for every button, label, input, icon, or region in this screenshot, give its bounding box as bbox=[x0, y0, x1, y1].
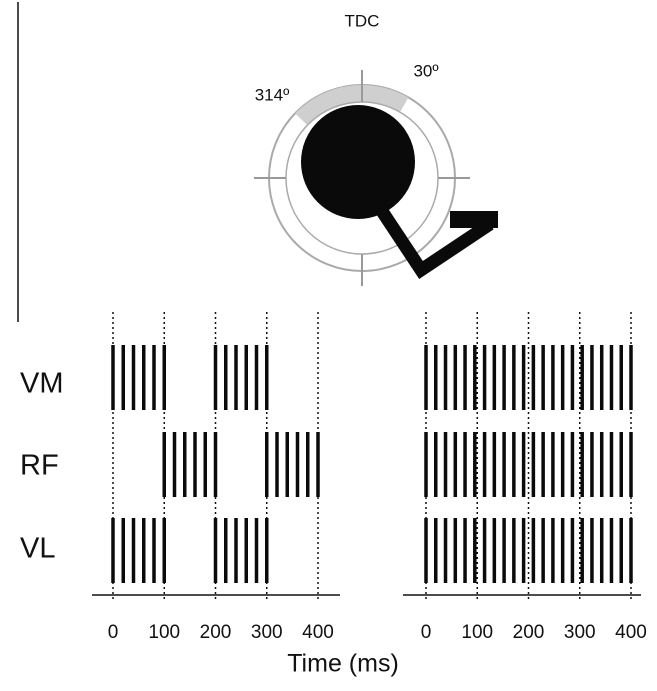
x-tick-label: 0 bbox=[108, 622, 119, 643]
burst bbox=[216, 518, 267, 583]
x-axis-title: Time (ms) bbox=[287, 650, 399, 678]
x-tick-label: 200 bbox=[513, 622, 545, 643]
x-tick-label: 100 bbox=[461, 622, 493, 643]
x-tick-label: 300 bbox=[251, 622, 283, 643]
x-tick-label: 100 bbox=[148, 622, 180, 643]
x-tick-label: 200 bbox=[200, 622, 232, 643]
row-label: RF bbox=[20, 450, 59, 482]
pedal bbox=[450, 211, 498, 228]
sector-end-label: 30º bbox=[413, 61, 438, 80]
burst bbox=[267, 432, 318, 497]
tdc-label: TDC bbox=[345, 11, 380, 30]
x-tick-label: 300 bbox=[564, 622, 596, 643]
x-tick-label: 0 bbox=[421, 622, 432, 643]
burst bbox=[113, 518, 164, 583]
figure: TDC 314º 30º Time (ms) 0 100 200 300 400 VM RF… bbox=[0, 0, 657, 691]
x-tick-label: 400 bbox=[302, 622, 334, 643]
crank-diagram bbox=[254, 70, 498, 286]
burst bbox=[113, 345, 164, 410]
sector-start-label: 314º bbox=[255, 85, 290, 104]
crank-hub bbox=[301, 105, 415, 219]
burst bbox=[216, 345, 267, 410]
x-tick-label: 400 bbox=[615, 622, 647, 643]
row-label: VL bbox=[20, 533, 55, 565]
row-label: VM bbox=[20, 368, 64, 400]
burst bbox=[164, 432, 215, 497]
